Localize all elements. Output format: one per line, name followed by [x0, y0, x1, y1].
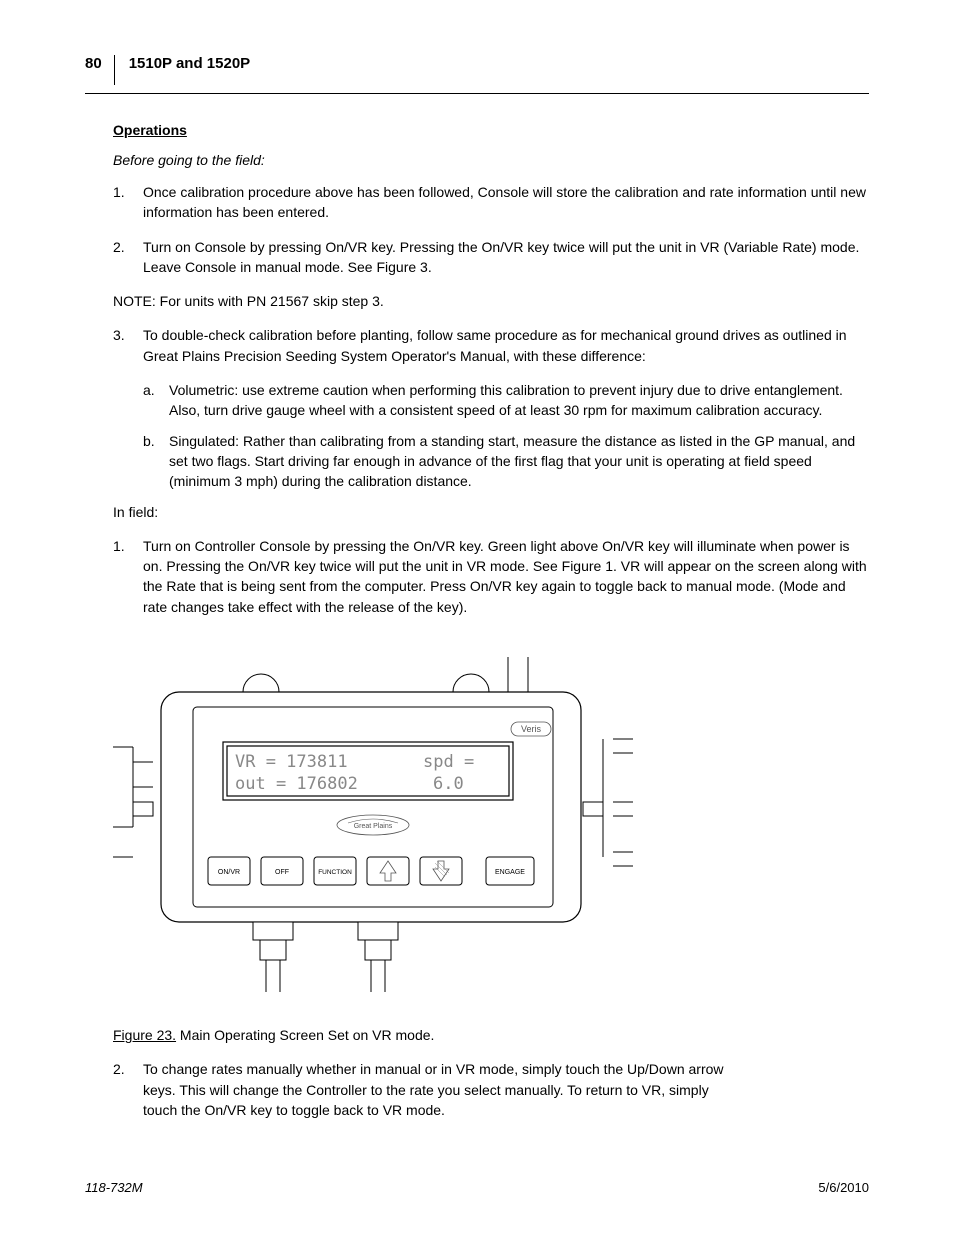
- controller-diagram: Veris VR = 173811 spd = out = 176802 6.0…: [113, 647, 633, 1007]
- lcd-line1-right: spd =: [423, 752, 474, 772]
- item-text: Once calibration procedure above has bee…: [143, 182, 869, 223]
- footer-date: 5/6/2010: [818, 1180, 869, 1195]
- before-field-list: 1. Once calibration procedure above has …: [113, 182, 869, 277]
- list-item: b. Singulated: Rather than calibrating f…: [143, 431, 869, 492]
- item-text: Turn on Controller Console by pressing t…: [143, 536, 869, 617]
- item-text: To double-check calibration before plant…: [143, 325, 869, 366]
- item-letter: b.: [143, 431, 169, 492]
- logo-text: Great Plains: [354, 823, 393, 830]
- item-letter: a.: [143, 380, 169, 421]
- in-field-label: In field:: [113, 502, 869, 522]
- page-content: Operations Before going to the field: 1.…: [85, 122, 869, 1120]
- lcd-line1-left: VR = 173811: [235, 752, 348, 772]
- lcd-line2-left: out = 176802: [235, 774, 358, 794]
- page-footer: 118-732M 5/6/2010: [85, 1180, 869, 1195]
- post-figure-list: 2. To change rates manually whether in m…: [113, 1059, 733, 1120]
- note-text: NOTE: For units with PN 21567 skip step …: [113, 291, 869, 311]
- btn-onvr: ON/VR: [218, 869, 240, 876]
- item-text: Singulated: Rather than calibrating from…: [169, 431, 869, 492]
- figure-label: Figure 23.: [113, 1027, 176, 1043]
- header-divider: [85, 93, 869, 94]
- list-item: 1. Once calibration procedure above has …: [113, 182, 869, 223]
- item-number: 2.: [113, 237, 143, 278]
- item-number: 3.: [113, 325, 143, 366]
- btn-off: OFF: [275, 869, 289, 876]
- item-number: 1.: [113, 536, 143, 617]
- header-title: 1510P and 1520P: [125, 55, 250, 72]
- list-item: 1. Turn on Controller Console by pressin…: [113, 536, 869, 617]
- figure-23: Veris VR = 173811 spd = out = 176802 6.0…: [113, 647, 869, 1007]
- list-item: a. Volumetric: use extreme caution when …: [143, 380, 869, 421]
- footer-doc-number: 118-732M: [85, 1180, 143, 1195]
- veris-label: Veris: [521, 724, 542, 734]
- item-text: To change rates manually whether in manu…: [143, 1059, 733, 1120]
- before-field-label: Before going to the field:: [113, 152, 869, 168]
- item-number: 2.: [113, 1059, 143, 1120]
- in-field-list: 1. Turn on Controller Console by pressin…: [113, 536, 869, 617]
- figure-caption: Figure 23. Main Operating Screen Set on …: [113, 1025, 869, 1045]
- page-number: 80: [85, 55, 115, 85]
- list-item: 2. To change rates manually whether in m…: [113, 1059, 733, 1120]
- lcd-line2-right: 6.0: [433, 774, 464, 794]
- figure-caption-text: Main Operating Screen Set on VR mode.: [176, 1027, 434, 1043]
- item-text: Volumetric: use extreme caution when per…: [169, 380, 869, 421]
- section-title: Operations: [113, 122, 869, 138]
- item-number: 1.: [113, 182, 143, 223]
- btn-function: FUNCTION: [318, 869, 352, 876]
- item-text: Turn on Console by pressing On/VR key. P…: [143, 237, 869, 278]
- page-header: 80 1510P and 1520P: [85, 55, 869, 85]
- before-field-list-cont: 3. To double-check calibration before pl…: [113, 325, 869, 366]
- btn-engage: ENGAGE: [495, 869, 525, 876]
- list-item: 2. Turn on Console by pressing On/VR key…: [113, 237, 869, 278]
- alpha-sublist: a. Volumetric: use extreme caution when …: [143, 380, 869, 491]
- list-item: 3. To double-check calibration before pl…: [113, 325, 869, 366]
